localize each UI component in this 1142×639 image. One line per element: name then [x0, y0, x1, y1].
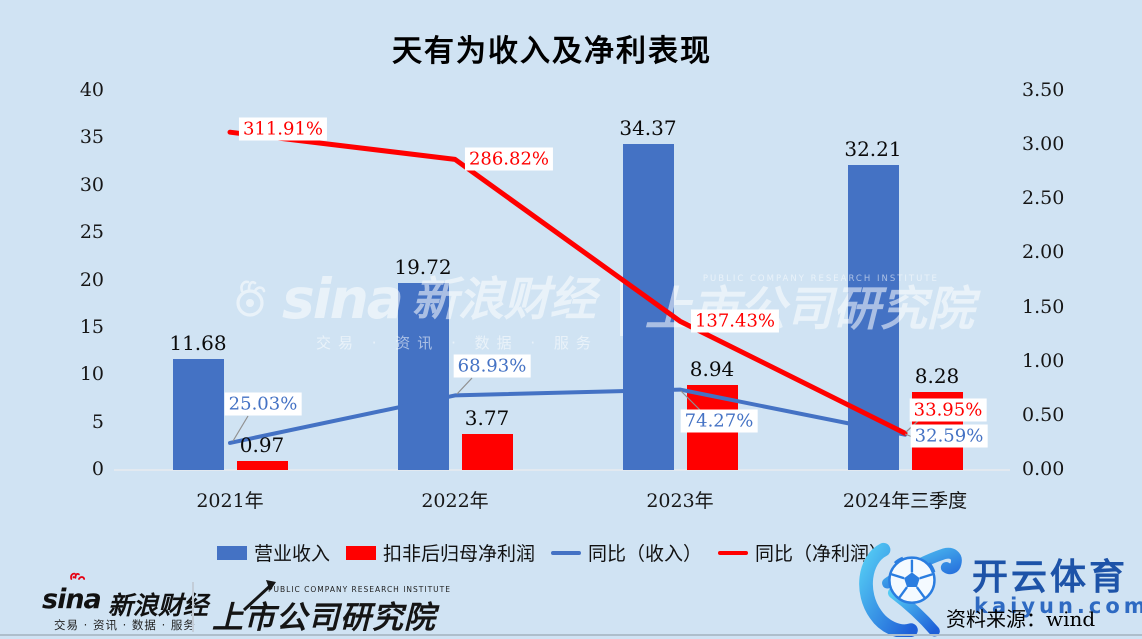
y-axis-tick-right: 1.00 [1022, 349, 1065, 372]
bar-value-label: 11.68 [169, 331, 227, 356]
line-point-label: 311.91% [238, 117, 328, 141]
legend-label: 营业收入 [253, 543, 330, 565]
legend-bar-swatch [216, 545, 247, 560]
line-point-label: 68.93% [453, 354, 531, 378]
y-axis-tick-left: 15 [79, 315, 104, 338]
bar-value-label: 32.21 [844, 136, 902, 161]
line-point-label: 25.03% [224, 392, 302, 416]
y-axis-tick-right: 2.00 [1022, 241, 1065, 264]
institute-caption: PUBLIC COMPANY RESEARCH INSTITUTE [268, 585, 451, 594]
bar-value-label: 8.94 [689, 357, 735, 382]
footer-divider [192, 582, 194, 632]
y-axis-tick-left: 25 [79, 221, 104, 244]
bar-value-label: 3.77 [464, 406, 510, 431]
bar-value-label: 19.72 [394, 255, 452, 280]
watermark-sina-cn: 新浪财经 [411, 272, 596, 326]
sina-logo-cn: 新浪财经 [108, 591, 209, 620]
y-axis-tick-left: 40 [79, 79, 104, 101]
kaiyun-logo-domain: kaiyun.com [974, 594, 1142, 618]
sina-eye-icon [236, 280, 266, 317]
y-axis-tick-left: 20 [79, 268, 104, 291]
y-axis-tick-left: 0 [91, 458, 104, 480]
net-profit-bar [461, 434, 513, 470]
line-point-label: 286.82% [464, 147, 554, 171]
net-profit-bar [236, 460, 288, 470]
x-axis-label: 2024年三季度 [842, 490, 968, 512]
y-axis-tick-left: 35 [79, 126, 104, 149]
line-point-label: 74.27% [680, 409, 758, 433]
y-axis-tick-right: 2.50 [1022, 187, 1065, 210]
watermark-sina-block: sina 新浪财经 交易 · 资讯 · 数据 · 服务 [228, 270, 598, 353]
y-axis-tick-left: 30 [79, 173, 104, 196]
bar-value-label: 8.28 [914, 363, 960, 388]
legend-item: 扣非后归母净利润 [345, 539, 535, 566]
legend-label: 同比（净利润） [755, 543, 889, 565]
y-axis-tick-right: 3.50 [1022, 79, 1065, 101]
y-axis-tick-right: 3.00 [1022, 133, 1065, 156]
legend-label: 同比（收入） [588, 543, 703, 565]
legend-bar-swatch [345, 545, 376, 560]
sina-logo-word: sina [42, 584, 102, 615]
bottom-border [0, 634, 1142, 636]
watermark-sina-sub: 交易 · 资讯 · 数据 · 服务 [316, 334, 598, 352]
legend-line-swatch [718, 550, 749, 555]
legend-line-swatch [551, 550, 581, 555]
kaiyun-logo-name: 开云体育 [972, 557, 1129, 598]
x-axis-label: 2021年 [196, 490, 264, 512]
label-leader-line [456, 377, 473, 395]
x-axis-line [114, 469, 1010, 471]
institute-arrow-icon [242, 580, 276, 612]
line-point-label: 137.43% [690, 309, 780, 333]
legend-item: 同比（净利润） [718, 539, 888, 566]
y-axis-tick-left: 10 [79, 363, 104, 386]
watermark: sina 新浪财经 交易 · 资讯 · 数据 · 服务 PUBLIC COMPA… [228, 270, 974, 353]
x-axis-label: 2022年 [421, 490, 489, 512]
kaiyun-logo-icon [859, 542, 962, 637]
sina-logo-tagline: 交易 · 资讯 · 数据 · 服务 [54, 618, 196, 632]
sina-eye-icon [70, 572, 86, 580]
legend-label: 扣非后归母净利润 [382, 543, 535, 565]
chart-title: 天有为收入及净利表现 [392, 34, 712, 69]
y-axis-tick-left: 5 [91, 410, 104, 433]
y-axis-tick-right: 0.00 [1022, 458, 1065, 480]
legend-item: 同比（收入） [551, 539, 702, 566]
line-point-label: 32.59% [910, 424, 988, 448]
chart-legend: 营业收入 扣非后归母净利润 同比（收入） 同比（净利润） [95, 539, 1010, 566]
bar-value-label: 34.37 [619, 116, 677, 141]
y-axis-tick-right: 0.50 [1022, 403, 1065, 426]
y-axis-tick-right: 1.50 [1022, 295, 1065, 318]
yoy-revenue-line [228, 387, 907, 445]
bar-value-label: 0.97 [239, 432, 285, 457]
revenue-bar [172, 359, 224, 470]
data-source-label: 资料来源：wind [946, 607, 1096, 631]
legend-item: 营业收入 [216, 539, 330, 566]
x-axis-label: 2023年 [646, 490, 714, 512]
line-point-label: 33.95% [909, 398, 987, 422]
watermark-divider [619, 280, 623, 336]
